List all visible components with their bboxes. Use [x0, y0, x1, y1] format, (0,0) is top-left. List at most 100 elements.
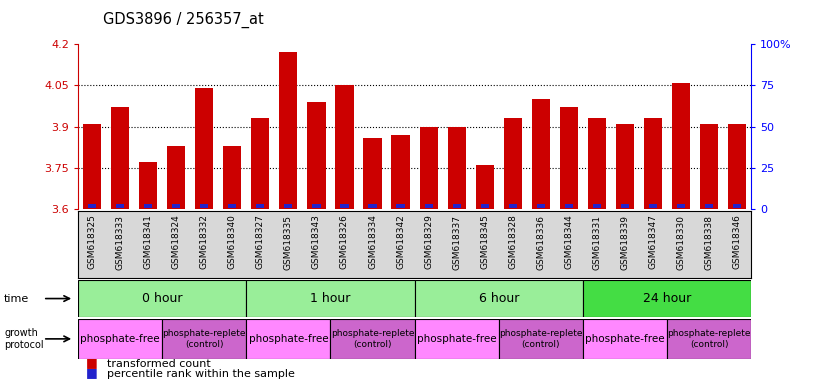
Bar — [144, 204, 152, 208]
Text: GSM618342: GSM618342 — [396, 215, 405, 269]
Bar — [667, 319, 751, 359]
Bar — [593, 204, 601, 208]
Bar — [111, 108, 129, 209]
Text: GSM618338: GSM618338 — [704, 215, 713, 270]
Bar — [88, 204, 96, 208]
Bar — [705, 204, 713, 208]
Bar — [139, 162, 158, 209]
Bar — [251, 119, 269, 209]
Text: transformed count: transformed count — [107, 359, 210, 369]
Bar — [223, 146, 241, 209]
Text: GSM618328: GSM618328 — [508, 215, 517, 270]
Bar — [560, 108, 578, 209]
Bar — [583, 319, 667, 359]
Bar — [583, 280, 751, 317]
Bar — [397, 204, 405, 208]
Bar — [672, 83, 690, 209]
Text: GSM618347: GSM618347 — [649, 215, 658, 270]
Bar — [644, 119, 663, 209]
Bar — [256, 204, 264, 208]
Text: GSM618337: GSM618337 — [452, 215, 461, 270]
Text: GDS3896 / 256357_at: GDS3896 / 256357_at — [103, 12, 264, 28]
Bar — [480, 204, 488, 208]
Text: GSM618331: GSM618331 — [593, 215, 602, 270]
Bar — [369, 204, 377, 208]
Text: GSM618334: GSM618334 — [368, 215, 377, 270]
Bar — [677, 204, 686, 208]
Bar — [447, 127, 466, 209]
Bar — [475, 165, 494, 209]
Bar — [335, 86, 354, 209]
Bar — [509, 204, 517, 208]
Bar — [503, 119, 522, 209]
Text: 1 hour: 1 hour — [310, 292, 351, 305]
Bar — [83, 124, 101, 209]
Text: GSM618332: GSM618332 — [200, 215, 209, 270]
Text: GSM618330: GSM618330 — [677, 215, 686, 270]
Text: GSM618343: GSM618343 — [312, 215, 321, 270]
Bar — [452, 204, 461, 208]
Text: phosphate-replete
(control): phosphate-replete (control) — [163, 329, 246, 349]
Bar — [588, 119, 606, 209]
Text: growth
protocol: growth protocol — [4, 328, 44, 350]
Text: phosphate-free: phosphate-free — [80, 334, 160, 344]
Text: phosphate-free: phosphate-free — [249, 334, 328, 344]
Text: 24 hour: 24 hour — [643, 292, 691, 305]
Text: phosphate-free: phosphate-free — [585, 334, 665, 344]
Bar — [116, 204, 124, 208]
Text: GSM618336: GSM618336 — [536, 215, 545, 270]
Text: ■: ■ — [86, 366, 98, 379]
Text: GSM618333: GSM618333 — [116, 215, 125, 270]
Text: GSM618344: GSM618344 — [564, 215, 573, 269]
Bar — [341, 204, 349, 208]
Text: GSM618335: GSM618335 — [284, 215, 293, 270]
Bar — [733, 204, 741, 208]
Bar — [284, 204, 292, 208]
Text: time: time — [4, 293, 30, 304]
Text: GSM618325: GSM618325 — [88, 215, 97, 270]
Bar — [200, 204, 209, 208]
Text: phosphate-replete
(control): phosphate-replete (control) — [331, 329, 415, 349]
Bar — [565, 204, 573, 208]
Bar — [307, 102, 326, 209]
Bar — [420, 127, 438, 209]
Bar — [649, 204, 657, 208]
Bar — [621, 204, 629, 208]
Bar — [616, 124, 634, 209]
Bar — [167, 146, 186, 209]
Bar — [499, 319, 583, 359]
Text: GSM618326: GSM618326 — [340, 215, 349, 270]
Bar — [415, 319, 499, 359]
Bar — [330, 319, 415, 359]
Text: GSM618327: GSM618327 — [256, 215, 265, 270]
Text: GSM618329: GSM618329 — [424, 215, 433, 270]
Bar — [392, 135, 410, 209]
Bar — [246, 280, 415, 317]
Bar — [728, 124, 746, 209]
Bar — [78, 319, 163, 359]
Text: GSM618339: GSM618339 — [621, 215, 630, 270]
Bar — [312, 204, 320, 208]
Text: percentile rank within the sample: percentile rank within the sample — [107, 369, 295, 379]
Bar — [424, 204, 433, 208]
Text: GSM618324: GSM618324 — [172, 215, 181, 269]
Bar — [364, 138, 382, 209]
Bar — [415, 280, 583, 317]
Text: ■: ■ — [86, 356, 98, 369]
Bar — [163, 319, 246, 359]
Bar — [700, 124, 718, 209]
Text: GSM618340: GSM618340 — [227, 215, 236, 270]
Text: 0 hour: 0 hour — [142, 292, 182, 305]
Bar — [246, 319, 330, 359]
Text: GSM618345: GSM618345 — [480, 215, 489, 270]
Text: phosphate-replete
(control): phosphate-replete (control) — [499, 329, 583, 349]
Bar — [195, 88, 213, 209]
Bar — [532, 99, 550, 209]
Text: GSM618341: GSM618341 — [144, 215, 153, 270]
Bar — [78, 280, 246, 317]
Bar — [537, 204, 545, 208]
Text: 6 hour: 6 hour — [479, 292, 519, 305]
Bar — [228, 204, 236, 208]
Bar — [279, 53, 297, 209]
Bar — [172, 204, 181, 208]
